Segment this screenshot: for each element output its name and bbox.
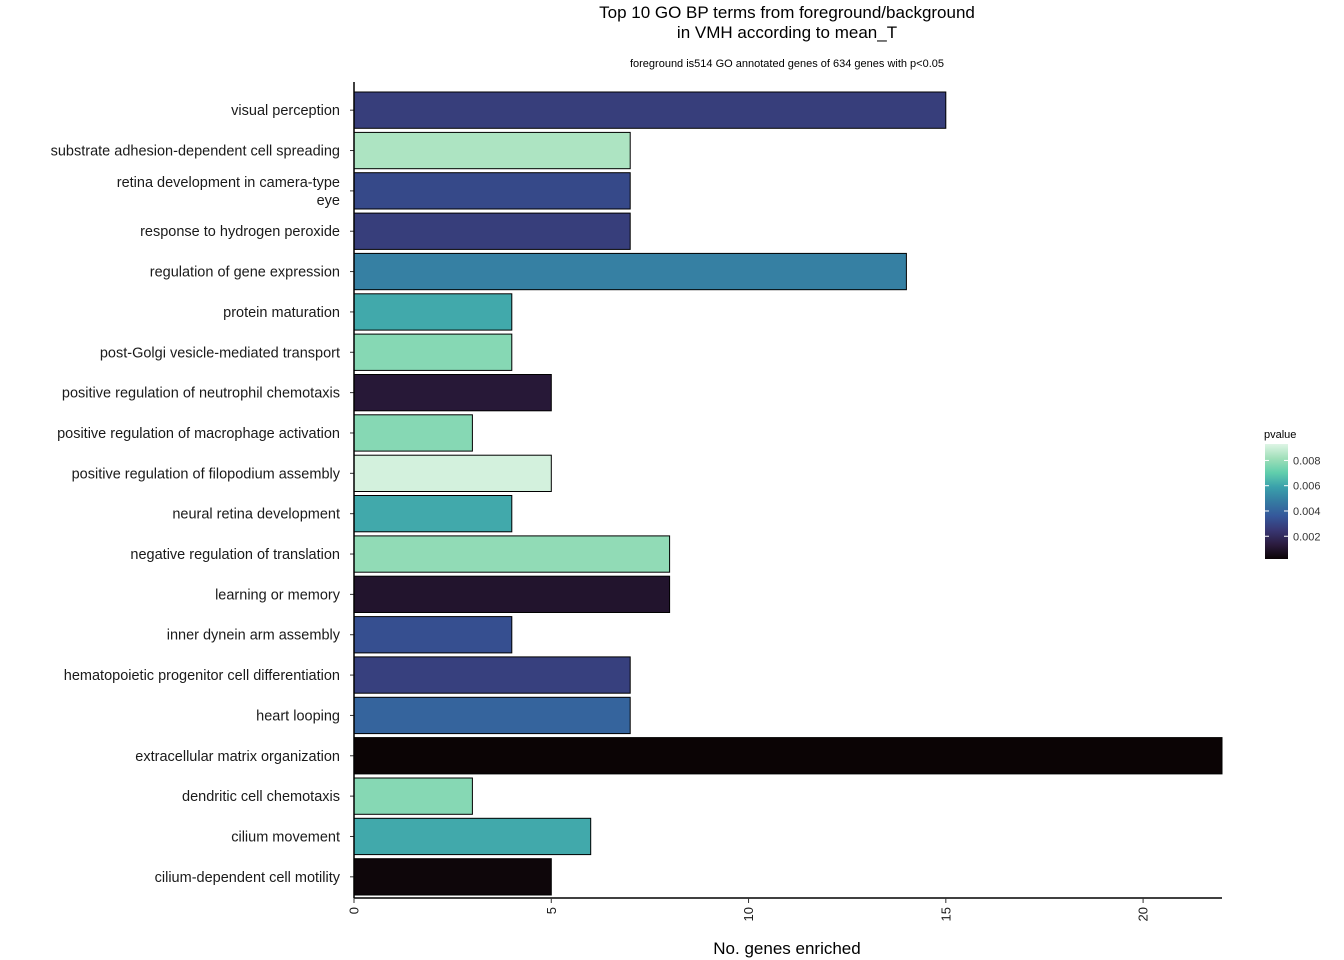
- x-tick-label: 5: [544, 907, 559, 914]
- bar: [353, 333, 513, 371]
- bar: [353, 252, 907, 291]
- category-labels: visual perception substrate adhesion-depe…: [51, 103, 354, 886]
- category-label: regulation of gene expression: [150, 265, 340, 281]
- category-label: retina development in camera-type: [117, 175, 340, 191]
- chart-title-line-1: Top 10 GO BP terms from foreground/backg…: [599, 3, 975, 22]
- category-label: positive regulation of macrophage activa…: [57, 426, 340, 442]
- chart-title-line-2: in VMH according to mean_T: [677, 23, 897, 42]
- bar: [353, 454, 552, 493]
- category-label: cilium movement: [231, 830, 340, 846]
- bar: [353, 575, 671, 614]
- legend-tick-label: 0.006: [1293, 481, 1321, 493]
- chart-subtitle: foreground is514 GO annotated genes of 6…: [630, 58, 944, 70]
- legend-title: pvalue: [1264, 429, 1296, 441]
- category-label: negative regulation of translation: [130, 547, 340, 563]
- legend-tick-label: 0.002: [1293, 531, 1321, 543]
- bars-layer: [353, 91, 1223, 896]
- x-tick-label: 15: [938, 907, 953, 921]
- category-label: visual perception: [231, 103, 340, 119]
- bar: [353, 817, 592, 856]
- category-label: post-Golgi vesicle-mediated transport: [100, 345, 340, 361]
- bar: [353, 737, 1223, 775]
- bar: [353, 777, 473, 815]
- bar: [353, 212, 631, 250]
- x-axis-title: No. genes enriched: [713, 939, 860, 958]
- bar: [353, 696, 631, 735]
- legend: pvalue 0.002 0.004 0.006 0.008: [1264, 429, 1321, 559]
- bar: [353, 858, 552, 896]
- bar: [353, 495, 513, 533]
- category-label: dendritic cell chemotaxis: [182, 789, 340, 805]
- category-label: cilium-dependent cell motility: [155, 870, 341, 886]
- category-label: extracellular matrix organization: [135, 749, 340, 765]
- category-label: positive regulation of neutrophil chemot…: [62, 386, 340, 402]
- legend-tick-label: 0.008: [1293, 455, 1321, 467]
- legend-colorbar: [1265, 444, 1288, 559]
- bar: [353, 535, 671, 573]
- bar: [353, 131, 631, 170]
- x-tick-label: 20: [1136, 907, 1151, 921]
- bar: [353, 374, 552, 412]
- x-tick-label: 10: [741, 907, 756, 921]
- bar: [353, 414, 473, 452]
- bar: [353, 293, 513, 331]
- category-label: learning or memory: [215, 587, 341, 603]
- bar: [353, 616, 513, 654]
- category-label: substrate adhesion-dependent cell spread…: [51, 144, 340, 160]
- bar: [353, 172, 631, 210]
- category-label: hematopoietic progenitor cell differenti…: [64, 668, 340, 684]
- category-label: positive regulation of filopodium assemb…: [72, 466, 341, 482]
- category-label: heart looping: [256, 708, 340, 724]
- bar: [353, 91, 947, 129]
- category-label: neural retina development: [172, 507, 340, 523]
- category-label: eye: [317, 193, 340, 209]
- category-label: protein maturation: [223, 305, 340, 321]
- x-tick-label: 0: [347, 907, 362, 914]
- category-label: response to hydrogen peroxide: [140, 224, 340, 240]
- category-label: inner dynein arm assembly: [167, 628, 341, 644]
- x-axis: 0 5 10 15 20: [347, 82, 1222, 921]
- legend-tick-label: 0.004: [1293, 506, 1321, 518]
- bar: [353, 656, 631, 694]
